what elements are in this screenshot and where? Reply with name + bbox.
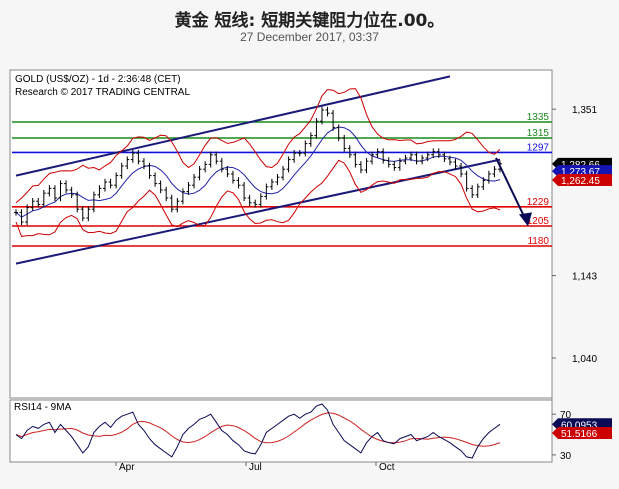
- x-tick-label: Jul: [249, 462, 262, 473]
- channel-lower-line: [15, 158, 501, 265]
- forecast-arrow-line: [495, 157, 527, 221]
- rsi-tag-label: 51.5166: [561, 429, 598, 440]
- y-tick-label: 1,351: [572, 105, 597, 116]
- chart-info-line2: Research © 2017 TRADING CENTRAL: [15, 87, 190, 98]
- rsi-panel: [9, 399, 553, 463]
- x-tick-label: Apr: [119, 462, 135, 473]
- bollinger-upper: [15, 88, 501, 204]
- chart-info-line1: GOLD (US$/OZ) - 1d - 2:36:48 (CET): [15, 74, 181, 85]
- price-tag-label: 1,273.67: [561, 167, 600, 178]
- y-tick-label: 1,143: [572, 272, 597, 283]
- level-label-1229: 1229: [527, 197, 550, 208]
- rsi-tag-box: [552, 427, 612, 440]
- headline: 黄金 短线: 短期关键阻力位在.00。: [174, 11, 445, 31]
- date-line: 27 December 2017, 03:37: [240, 30, 379, 44]
- rsi-ma-line: [15, 412, 501, 447]
- level-label-1180: 1180: [527, 236, 549, 247]
- rsi-y-tick-label: 70: [560, 410, 572, 421]
- level-label-1205: 1205: [527, 216, 550, 227]
- forecast-arrowhead: [519, 212, 532, 227]
- level-label-1335: 1335: [527, 112, 550, 123]
- rsi-title: RSI14 - 9MA: [14, 402, 72, 413]
- channel-upper-line: [15, 75, 451, 177]
- y-tick-label: 1,040: [572, 354, 597, 365]
- x-tick-label: Oct: [379, 462, 395, 473]
- rsi-tag-label: 60.0953: [561, 420, 598, 431]
- rsi-line: [15, 403, 501, 459]
- level-label-1297: 1297: [527, 142, 550, 153]
- price-tag-label: 1,262.45: [561, 176, 600, 187]
- level-label-1315: 1315: [527, 128, 550, 139]
- bollinger-lower: [15, 159, 501, 237]
- price-tag-box: [552, 174, 612, 187]
- moving-average: [15, 126, 501, 218]
- right-axis: [552, 70, 619, 462]
- main-panel: [9, 69, 553, 399]
- rsi-y-tick-label: 30: [560, 451, 572, 462]
